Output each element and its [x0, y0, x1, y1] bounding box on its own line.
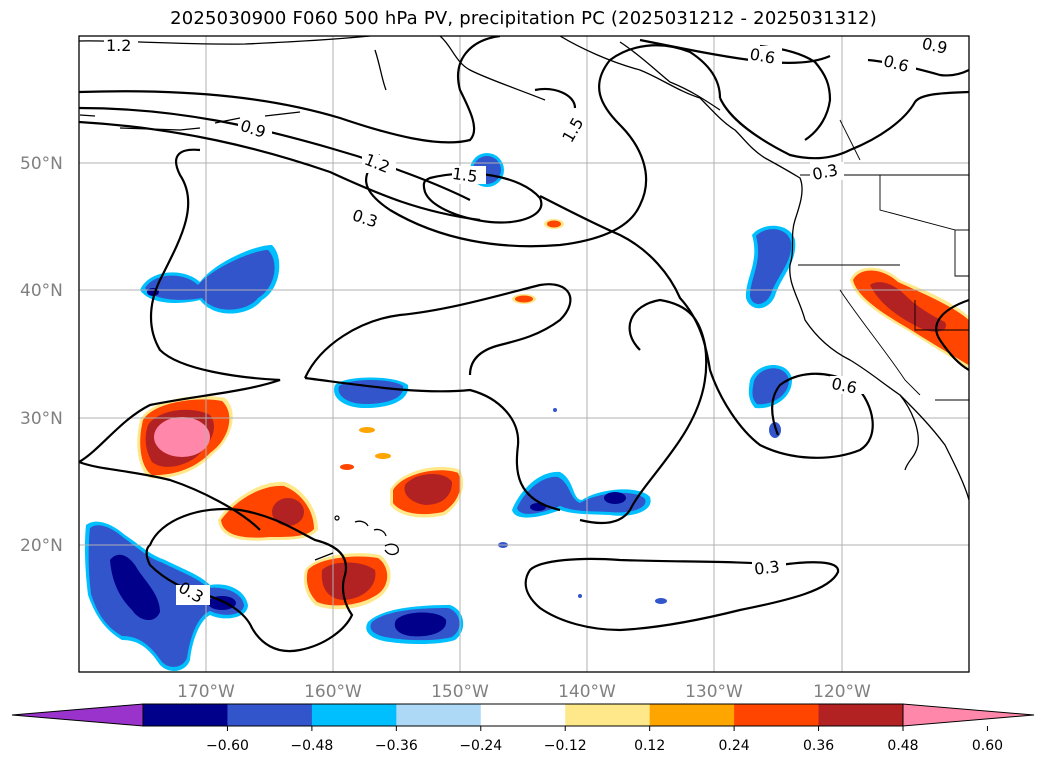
contour-label: 0.6 — [830, 374, 859, 398]
colorbar-segment — [227, 704, 313, 726]
positive-region-23n — [218, 481, 318, 541]
colorbar-tick-label: 0.48 — [887, 738, 918, 754]
map-panel: 1.2 0.9 1.2 0.3 1.5 1.5 0.6 0.9 0.6 0.3 — [78, 34, 970, 673]
lon-label-170w: 170°W — [177, 682, 235, 702]
colorbar-tick-label: −0.12 — [544, 738, 587, 754]
coastlines — [79, 36, 969, 561]
colorbar-segment — [565, 704, 651, 726]
latitude-axis: 50°N 40°N 30°N 20°N — [20, 154, 63, 556]
colorbar-segment — [396, 704, 482, 726]
lon-label-150w: 150°W — [431, 682, 489, 702]
colorbar-tick-label: −0.36 — [375, 738, 418, 754]
colorbar-tick-label: 0.60 — [972, 738, 1003, 754]
colorbar-tick-label: 0.36 — [803, 738, 834, 754]
negative-region-southwest — [84, 521, 249, 672]
positive-region-17n — [303, 553, 391, 610]
negative-region-13n — [366, 605, 464, 645]
colorbar-extend-arrows — [11, 703, 1035, 727]
negative-region-40n-west — [140, 245, 280, 314]
contour-label: 0.3 — [811, 160, 840, 184]
colorbar-segment — [143, 704, 228, 726]
colorbar-extend-low — [12, 704, 143, 726]
colorbar-segment — [311, 704, 397, 726]
lat-label-20n: 20°N — [20, 536, 63, 556]
contour-labels: 1.2 0.9 1.2 0.3 1.5 1.5 0.6 0.9 0.6 0.3 — [104, 34, 954, 607]
longitude-axis: 170°W 160°W 150°W 140°W 130°W 120°W — [177, 682, 871, 702]
colorbar-segment — [818, 704, 904, 726]
positive-region-25n — [390, 466, 464, 518]
colorbar-tick-label: −0.60 — [206, 738, 249, 754]
colorbar-segments — [12, 703, 1034, 727]
colorbar: −0.60 −0.48 −0.36 −0.24 −0.12 0.12 0.24 0.36 0.4… — [11, 703, 1035, 754]
negative-region-coast — [745, 225, 796, 309]
lon-label-140w: 140°W — [558, 682, 616, 702]
map-title: 2025030900 F060 500 hPa PV, precipitatio… — [170, 8, 877, 29]
contour-label: 0.9 — [920, 34, 949, 58]
map-frame — [78, 35, 970, 673]
lon-label-160w: 160°W — [304, 682, 362, 702]
colorbar-ticks: −0.60 −0.48 −0.36 −0.24 −0.12 0.12 0.24 0.36 0.4… — [206, 726, 1003, 754]
colorbar-segment — [480, 704, 566, 726]
colorbar-tick-label: −0.24 — [459, 738, 502, 754]
colorbar-segment — [649, 704, 735, 726]
colorbar-extend-high — [903, 704, 1034, 726]
colorbar-tick-label: −0.48 — [290, 738, 333, 754]
colorbar-tick-label: 0.24 — [719, 738, 750, 754]
lat-label-50n: 50°N — [20, 154, 63, 174]
lon-label-130w: 130°W — [685, 682, 743, 702]
lat-label-30n: 30°N — [20, 409, 63, 429]
contour-label: 1.2 — [106, 36, 131, 55]
colorbar-tick-label: 0.12 — [634, 738, 665, 754]
lon-label-120w: 120°W — [813, 682, 871, 702]
lat-label-40n: 40°N — [20, 281, 63, 301]
contour-label: 1.5 — [451, 164, 479, 186]
contour-label: 0.6 — [748, 45, 776, 68]
colorbar-segment — [734, 704, 820, 726]
contour-label: 0.3 — [753, 557, 780, 579]
